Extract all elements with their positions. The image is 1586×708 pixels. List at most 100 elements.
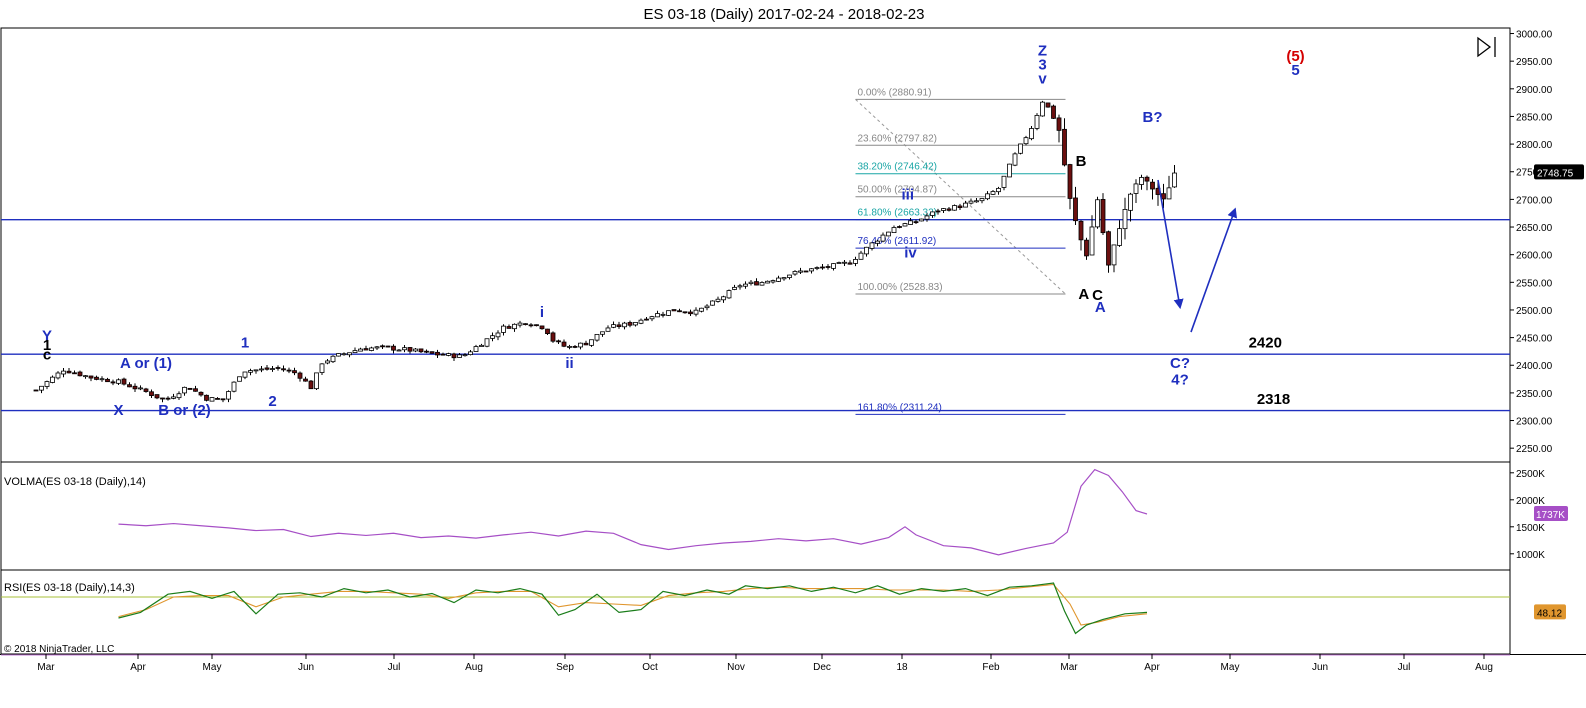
rsi-title: RSI(ES 03-18 (Daily),14,3) bbox=[4, 582, 135, 594]
candle-up bbox=[176, 393, 182, 399]
candle-up bbox=[473, 346, 479, 352]
candle-up bbox=[1095, 199, 1100, 228]
candle-up bbox=[902, 223, 908, 227]
wave-label: 2420 bbox=[1249, 335, 1282, 352]
candle-up bbox=[655, 313, 660, 318]
fib-level-label: 100.00% (2528.83) bbox=[858, 282, 943, 293]
projection-arrows-layer bbox=[1157, 179, 1238, 333]
wave-label: ii bbox=[565, 355, 573, 372]
wave-label: iii bbox=[901, 186, 914, 203]
time-tick-label: Feb bbox=[982, 662, 1000, 673]
rsi-layer: 48.12 bbox=[1, 582, 1566, 656]
candle-up bbox=[374, 346, 380, 349]
wave-label: iv bbox=[904, 244, 917, 261]
skip-forward-icon[interactable] bbox=[1477, 36, 1496, 58]
candle-up bbox=[666, 310, 671, 316]
candle-up bbox=[1089, 226, 1095, 256]
candle-down bbox=[110, 381, 116, 384]
price-tick-label: 2650.00 bbox=[1516, 223, 1553, 234]
candle-up bbox=[1133, 183, 1139, 194]
candle-down bbox=[1150, 181, 1155, 190]
candle-down bbox=[627, 322, 633, 326]
candle-up bbox=[589, 339, 594, 346]
time-tick-label: Jul bbox=[1398, 662, 1411, 673]
candle-down bbox=[281, 368, 286, 371]
fib-level-label: 0.00% (2880.91) bbox=[858, 87, 932, 98]
candle-up bbox=[1034, 114, 1040, 129]
time-tick-label: Oct bbox=[642, 662, 658, 673]
candle-up bbox=[314, 372, 319, 390]
candle-down bbox=[572, 346, 578, 348]
fib-level-label: 38.20% (2746.42) bbox=[858, 162, 938, 173]
candle-up bbox=[792, 271, 798, 275]
wave-label: 5 bbox=[1291, 62, 1299, 79]
candle-down bbox=[825, 266, 831, 268]
candle-up bbox=[737, 285, 743, 288]
candle-up bbox=[600, 331, 605, 335]
candle-up bbox=[611, 324, 616, 328]
price-tick-label: 2350.00 bbox=[1516, 389, 1553, 400]
time-tick-label: Apr bbox=[1144, 662, 1160, 673]
volma-tick-label: 1500K bbox=[1516, 523, 1545, 534]
candle-up bbox=[919, 218, 924, 222]
candle-up bbox=[39, 385, 44, 391]
candle-up bbox=[886, 231, 891, 237]
wave-label: X bbox=[113, 402, 123, 419]
copyright: © 2018 NinjaTrader, LLC bbox=[4, 644, 114, 655]
volma-line bbox=[118, 468, 1148, 556]
candle-up bbox=[462, 354, 468, 357]
candle-up bbox=[253, 369, 259, 372]
candle-up bbox=[396, 349, 402, 352]
candle-up bbox=[1001, 175, 1007, 188]
candle-up bbox=[858, 252, 864, 260]
candle-up bbox=[979, 198, 985, 202]
candle-down bbox=[957, 205, 963, 209]
candle-down bbox=[407, 347, 413, 352]
candle-down bbox=[143, 388, 149, 392]
wave-label: v bbox=[1038, 70, 1047, 87]
candle-down bbox=[451, 353, 457, 359]
candle-up bbox=[748, 281, 754, 284]
candle-up bbox=[413, 348, 418, 352]
candle-down bbox=[418, 348, 424, 353]
candle-up bbox=[352, 350, 358, 354]
candle-up bbox=[798, 270, 803, 273]
candle-up bbox=[330, 355, 336, 363]
candle-up bbox=[869, 242, 875, 249]
price-tick-label: 2400.00 bbox=[1516, 361, 1553, 372]
candle-up bbox=[1023, 137, 1029, 145]
price-tick-label: 2950.00 bbox=[1516, 57, 1553, 68]
candle-up bbox=[490, 335, 495, 339]
candle-up bbox=[974, 200, 979, 203]
candle-down bbox=[523, 323, 528, 326]
candle-down bbox=[66, 370, 72, 374]
candle-down bbox=[847, 262, 853, 265]
candle-up bbox=[517, 322, 523, 326]
wave-label: C? bbox=[1170, 355, 1190, 372]
candle-down bbox=[1078, 220, 1084, 241]
rsi-last-label: 48.12 bbox=[1537, 608, 1562, 619]
candle-down bbox=[424, 350, 429, 353]
candle-up bbox=[880, 234, 886, 242]
candle-down bbox=[297, 372, 303, 379]
candle-down bbox=[1161, 193, 1166, 200]
candle-up bbox=[908, 220, 913, 225]
candle-up bbox=[649, 316, 655, 320]
candle-up bbox=[759, 282, 765, 286]
price-tick-label: 2600.00 bbox=[1516, 251, 1553, 262]
candle-up bbox=[55, 372, 61, 379]
volma-last-badge bbox=[1534, 506, 1568, 522]
wave-label: 1 bbox=[241, 335, 249, 352]
wave-label: 2 bbox=[268, 393, 276, 410]
candle-up bbox=[732, 286, 737, 290]
candle-down bbox=[429, 351, 435, 354]
candle-up bbox=[479, 344, 484, 347]
candle-up bbox=[1012, 153, 1018, 166]
candle-up bbox=[501, 325, 506, 333]
candle-up bbox=[726, 290, 732, 299]
candle-down bbox=[33, 389, 39, 392]
candle-up bbox=[594, 333, 600, 341]
candle-up bbox=[776, 277, 781, 282]
